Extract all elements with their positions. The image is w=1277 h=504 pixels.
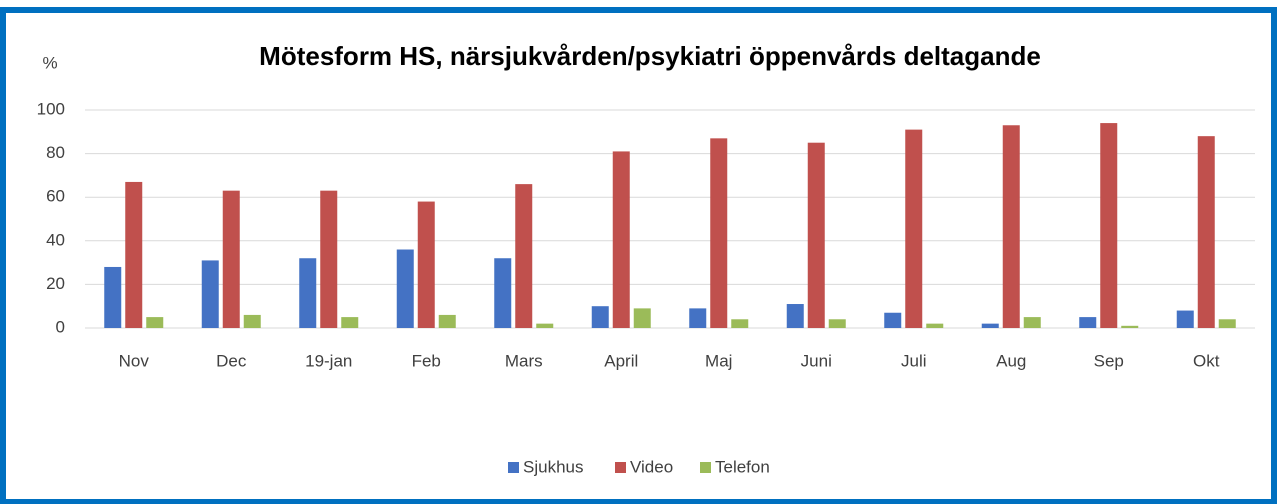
y-tick-label: 60: [46, 187, 65, 206]
x-tick-label: April: [604, 351, 638, 370]
bar: [438, 314, 456, 328]
bar: [494, 258, 512, 328]
y-axis-label: %: [42, 53, 57, 72]
bar: [299, 258, 317, 328]
bar: [828, 319, 846, 328]
bar: [341, 317, 359, 328]
bar: [1100, 123, 1118, 328]
bar: [1176, 310, 1194, 328]
bar: [1002, 125, 1020, 328]
legend-swatch: [700, 462, 711, 473]
x-tick-label: Okt: [1193, 351, 1220, 370]
x-tick-label: Nov: [119, 351, 150, 370]
x-tick-label: Juni: [801, 351, 832, 370]
bar: [1197, 136, 1215, 328]
bar: [417, 201, 435, 328]
y-tick-label: 20: [46, 274, 65, 293]
x-tick-label: Sep: [1094, 351, 1124, 370]
y-tick-label: 40: [46, 230, 65, 249]
bar: [612, 151, 630, 328]
frame: [0, 7, 1277, 504]
bar: [1079, 317, 1097, 328]
legend-label: Telefon: [715, 457, 770, 476]
bar: [633, 308, 651, 328]
y-tick-label: 100: [37, 99, 65, 118]
bar: [515, 184, 533, 328]
bar: [689, 308, 707, 328]
bar: [807, 142, 825, 328]
bar: [884, 312, 902, 328]
bar: [905, 129, 923, 328]
bar: [396, 249, 414, 328]
x-tick-label: Feb: [412, 351, 441, 370]
x-tick-label: Juli: [901, 351, 927, 370]
x-tick-label: 19-jan: [305, 351, 352, 370]
chart-title: Mötesform HS, närsjukvården/psykiatri öp…: [259, 41, 1041, 71]
bar: [104, 266, 122, 328]
bar: [981, 323, 999, 328]
y-tick-label: 0: [56, 317, 65, 336]
legend-label: Video: [630, 457, 673, 476]
bar: [201, 260, 219, 328]
legend-label: Sjukhus: [523, 457, 583, 476]
legend-swatch: [508, 462, 519, 473]
bar: [786, 304, 804, 328]
x-tick-label: Dec: [216, 351, 247, 370]
bar: [1121, 325, 1139, 328]
bar: [731, 319, 749, 328]
bar: [125, 181, 143, 328]
y-tick-label: 80: [46, 143, 65, 162]
bar: [926, 323, 944, 328]
bar: [146, 317, 164, 328]
bar: [243, 314, 261, 328]
x-tick-label: Maj: [705, 351, 732, 370]
bar: [222, 190, 240, 328]
legend-swatch: [615, 462, 626, 473]
bar: [536, 323, 554, 328]
bar: [1023, 317, 1041, 328]
bar: [1218, 319, 1236, 328]
x-tick-label: Aug: [996, 351, 1026, 370]
bar: [320, 190, 338, 328]
x-tick-label: Mars: [505, 351, 543, 370]
bar: [710, 138, 728, 328]
bar: [591, 306, 609, 328]
